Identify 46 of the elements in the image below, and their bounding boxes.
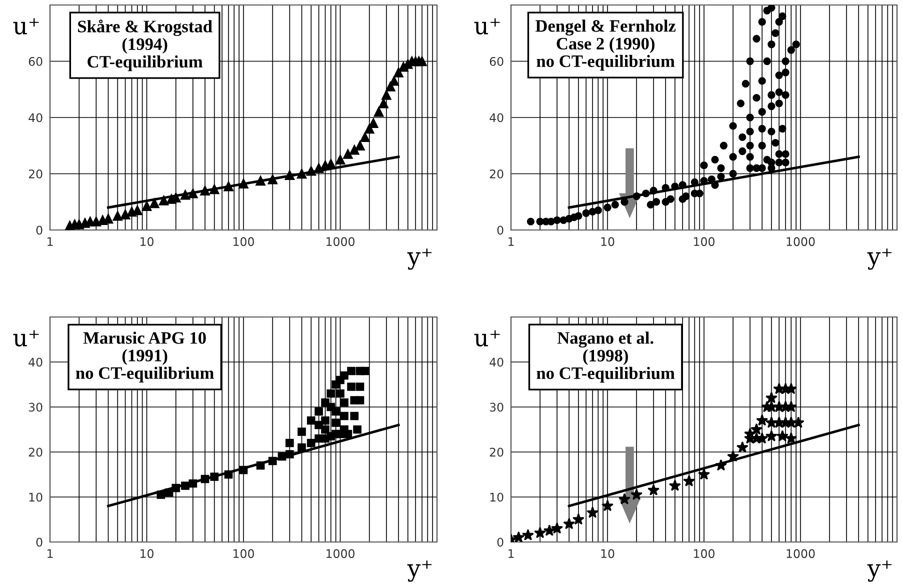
x-tick-label: 1 — [508, 549, 514, 558]
text: Nagano et al. (1998) no CT-equilibrium — [536, 332, 675, 383]
x-tick-label: 1 — [48, 549, 53, 558]
text: Marusic APG 10 (1991) no CT-equilibrium — [76, 332, 214, 382]
y-tick-label: 40 — [28, 113, 42, 122]
y-axis-title: u⁺ — [474, 18, 500, 35]
x-tick-label: 100 — [694, 549, 714, 558]
y-axis-title: u⁺ — [13, 18, 39, 35]
y-tick-label: 20 — [28, 448, 42, 457]
y-tick-label: 20 — [28, 169, 42, 178]
y-axis-title: u⁺ — [474, 330, 500, 347]
y-tick-label: 30 — [490, 402, 504, 412]
y-tick-label: 10 — [29, 492, 42, 502]
x-tick-label: 10 — [601, 549, 614, 558]
x-tick-label: 1000 — [326, 549, 354, 558]
y-tick-label: 30 — [28, 402, 42, 412]
x-axis-title: y⁺ — [867, 248, 892, 270]
text: Dengel & Fernholz Case 2 (1990) no CT-equilibrium — [535, 20, 676, 71]
x-tick-label: 100 — [234, 237, 254, 246]
x-tick-label: 1 — [508, 237, 514, 246]
y-tick-label: 0 — [36, 538, 42, 547]
y-tick-label: 40 — [490, 113, 504, 122]
x-tick-label: 10 — [601, 237, 614, 246]
x-tick-label: 10 — [140, 237, 154, 246]
y-tick-label: 0 — [36, 226, 42, 235]
y-tick-label: 20 — [490, 169, 504, 178]
x-tick-label: 100 — [694, 237, 714, 246]
x-tick-label: 10 — [140, 549, 154, 558]
x-axis-title: y⁺ — [407, 560, 432, 582]
x-tick-label: 1000 — [786, 549, 815, 558]
y-axis-title: u⁺ — [13, 330, 39, 347]
y-tick-label: 60 — [28, 56, 42, 66]
x-tick-label: 1 — [48, 237, 53, 246]
y-tick-label: 40 — [28, 358, 42, 367]
x-axis-title: y⁺ — [867, 560, 892, 582]
y-tick-label: 60 — [490, 56, 504, 66]
x-tick-label: 1000 — [786, 237, 815, 246]
y-tick-label: 40 — [490, 358, 504, 367]
y-tick-label: 10 — [490, 492, 504, 502]
y-tick-label: 0 — [497, 226, 504, 235]
y-tick-label: 0 — [497, 538, 504, 547]
y-tick-label: 20 — [490, 448, 504, 457]
x-axis-title: y⁺ — [407, 248, 432, 270]
text: Skåre & Krogstad (1994) CT-equilibrium — [78, 20, 212, 72]
x-tick-label: 100 — [234, 549, 254, 558]
x-tick-label: 1000 — [326, 237, 354, 246]
